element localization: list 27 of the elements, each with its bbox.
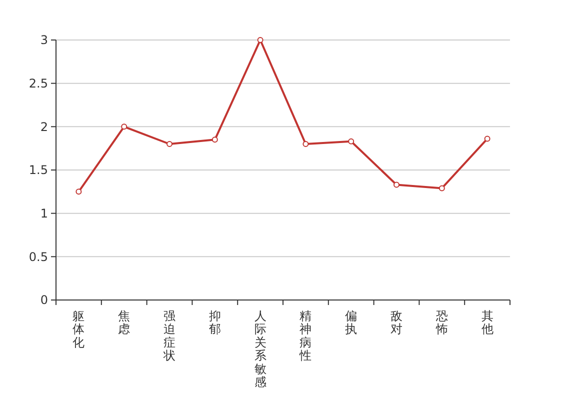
- point: [302, 141, 309, 147]
- y-tick-label: 2: [40, 120, 48, 134]
- point: [394, 182, 400, 188]
- x-tick-label: 焦虑: [118, 309, 130, 336]
- x-tick-label: 其他: [481, 309, 494, 336]
- x-tick-label: 偏执: [345, 309, 358, 336]
- x-tick-label: 躯体化: [72, 309, 85, 350]
- y-tick-label: 1.5: [28, 163, 48, 178]
- point: [348, 138, 354, 144]
- point: [257, 37, 264, 43]
- y-tick-label: 1: [40, 206, 48, 221]
- point: [438, 185, 445, 192]
- point: [212, 136, 218, 143]
- y-tick-label: 2.5: [28, 76, 48, 91]
- point: [76, 188, 82, 195]
- point: [166, 141, 172, 147]
- point: [484, 136, 490, 142]
- x-tick-label: 抑郁: [208, 309, 221, 336]
- x-tick-label: 人际关系敏感: [254, 309, 266, 389]
- point: [121, 124, 128, 130]
- x-tick-label: 强迫症状: [162, 309, 176, 363]
- x-tick-label: 敌对: [390, 309, 402, 336]
- y-tick-label: 3: [40, 33, 48, 48]
- y-tick-label: 0.5: [28, 250, 48, 264]
- x-tick-label: 精神病性: [298, 309, 312, 363]
- x-tick-label: 恐怖: [434, 309, 448, 336]
- y-tick-label: 0: [40, 293, 48, 308]
